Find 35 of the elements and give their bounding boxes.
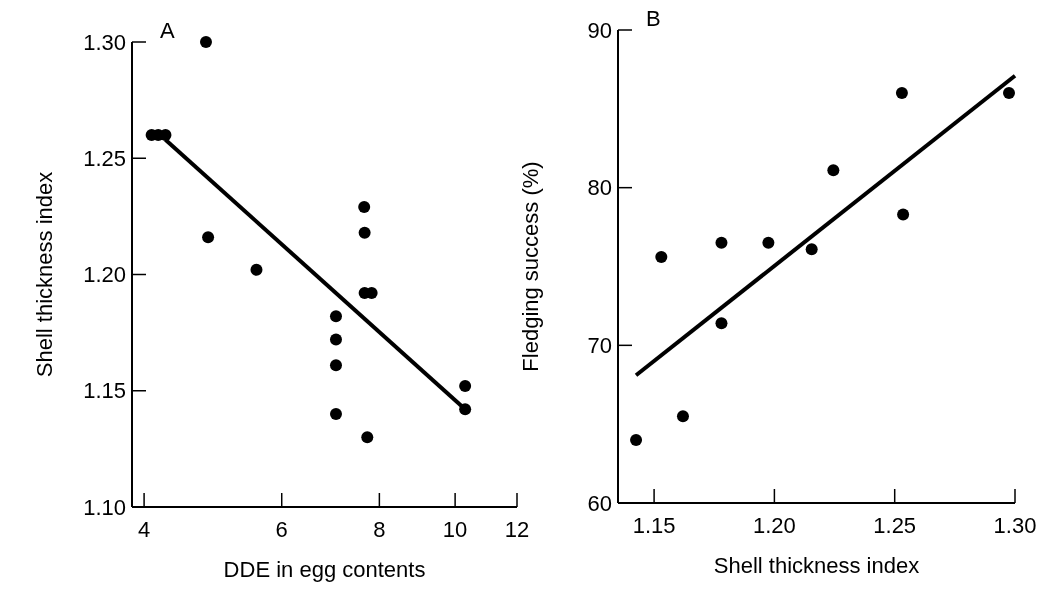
point [715,317,728,330]
point [655,251,668,264]
x-tick-label: 1.30 [993,513,1037,538]
y-tick-label: 1.30 [83,29,126,55]
x-tick-label: 10 [442,517,468,542]
point [630,433,643,446]
y-axis-title: Fledging success (%) [518,161,543,372]
x-tick-label: 6 [275,517,288,542]
chart-title: B [646,6,661,31]
y-axis-title: Shell thickness index [32,171,57,378]
y-tick-label: 1.10 [83,494,126,520]
x-tick-label: 4 [137,517,151,542]
y-tick-label: 90 [587,17,612,43]
y-tick-label: 1.20 [83,262,126,288]
x-tick-label: 12 [504,517,530,542]
y-tick-label: 60 [587,490,612,516]
y-tick-label: 80 [587,175,612,201]
y-tick-label: 1.25 [83,145,126,171]
point [895,87,908,100]
x-axis-title: DDE in egg contents [223,557,426,582]
x-tick-label: 1.15 [632,513,676,538]
point [897,208,910,221]
point [1002,87,1015,100]
y-tick-label: 1.15 [83,378,126,404]
x-tick-label: 8 [373,517,386,542]
chart-title: A [160,18,175,43]
point [715,236,728,249]
x-axis-title: Shell thickness index [713,553,920,578]
point [827,164,840,177]
y-tick-label: 70 [587,333,612,359]
point [762,236,775,249]
x-tick-label: 1.20 [752,513,796,538]
point [676,410,689,423]
point [805,243,818,256]
x-tick-label: 1.25 [873,513,917,538]
